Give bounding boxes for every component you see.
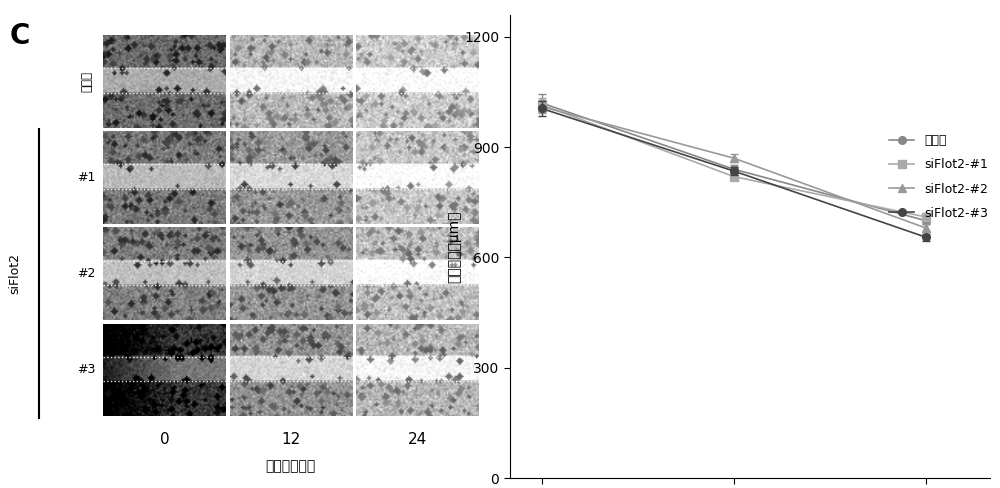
Text: #3: #3 <box>77 364 96 376</box>
Text: 时间（小时）: 时间（小时） <box>266 460 316 473</box>
Text: #1: #1 <box>77 171 96 184</box>
Legend: 对照组, siFlot2-#1, siFlot2-#2, siFlot2-#3: 对照组, siFlot2-#1, siFlot2-#2, siFlot2-#3 <box>884 129 993 225</box>
Text: #2: #2 <box>77 267 96 280</box>
Text: 0: 0 <box>160 432 169 447</box>
Text: C: C <box>10 21 30 50</box>
Text: 12: 12 <box>281 432 301 447</box>
Text: 对照组: 对照组 <box>80 71 93 92</box>
Y-axis label: 划痕宽度（μm）: 划痕宽度（μm） <box>447 210 461 283</box>
Text: 24: 24 <box>408 432 427 447</box>
Text: siFlot2: siFlot2 <box>8 253 21 294</box>
